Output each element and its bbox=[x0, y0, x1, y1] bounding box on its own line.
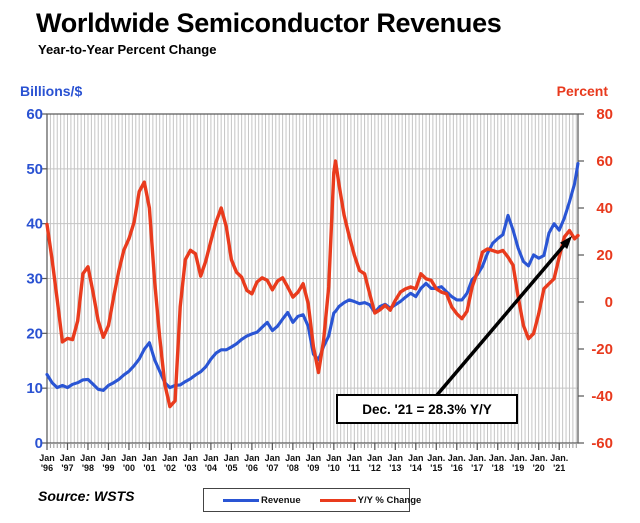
x-year-label: '00 bbox=[123, 463, 135, 473]
legend-item-revenue: Revenue bbox=[223, 495, 301, 506]
x-year-label: '02 bbox=[164, 463, 176, 473]
x-year-label: '96 bbox=[41, 463, 53, 473]
x-year-label: '15 bbox=[430, 463, 442, 473]
legend-label-yoy: Y/Y % Change bbox=[357, 494, 422, 506]
x-year-label: '10 bbox=[328, 463, 340, 473]
x-month-label: Jan bbox=[121, 453, 137, 463]
x-month-label: Jan bbox=[408, 453, 424, 463]
right-axis-tick-label: -40 bbox=[591, 388, 613, 405]
x-month-label: Jan. bbox=[530, 453, 548, 463]
revenue-line bbox=[45, 161, 580, 392]
legend-label-revenue: Revenue bbox=[261, 494, 301, 506]
right-axis-tick-label: 60 bbox=[596, 153, 613, 170]
x-year-label: '21 bbox=[553, 463, 565, 473]
x-month-label: Jan bbox=[347, 453, 363, 463]
x-month-label: Jan bbox=[142, 453, 158, 463]
right-axis-tick-label: 20 bbox=[596, 247, 613, 264]
x-month-label: Jan bbox=[101, 453, 117, 463]
x-year-label: '12 bbox=[369, 463, 381, 473]
annotation-arrowhead bbox=[559, 236, 572, 249]
x-year-label: '19 bbox=[512, 463, 524, 473]
x-year-label: '09 bbox=[307, 463, 319, 473]
right-axis-title: Percent bbox=[556, 83, 608, 99]
left-axis-tick-label: 10 bbox=[26, 380, 43, 397]
left-axis-tick-label: 0 bbox=[35, 435, 43, 452]
left-axis-tick-label: 50 bbox=[26, 161, 43, 178]
annotation-text: Dec. '21 = 28.3% Y/Y bbox=[362, 402, 491, 417]
x-year-label: '20 bbox=[533, 463, 545, 473]
left-axis-tick-label: 40 bbox=[26, 216, 43, 233]
x-month-label: Jan bbox=[367, 453, 383, 463]
x-year-label: '06 bbox=[246, 463, 258, 473]
chart-title: Worldwide Semiconductor Revenues bbox=[36, 8, 502, 38]
x-year-label: '97 bbox=[61, 463, 73, 473]
x-year-label: '07 bbox=[266, 463, 278, 473]
x-month-label: Jan. bbox=[550, 453, 568, 463]
x-year-label: '99 bbox=[102, 463, 114, 473]
right-axis-tick-label: -20 bbox=[591, 341, 613, 358]
legend-item-yoy: Y/Y % Change bbox=[319, 494, 422, 506]
chart-legend: Revenue Y/Y % Change bbox=[203, 488, 421, 512]
x-month-label: Jan bbox=[39, 453, 55, 463]
x-month-label: Jan bbox=[162, 453, 178, 463]
x-month-label: Jan bbox=[244, 453, 260, 463]
left-axis-tick-label: 30 bbox=[26, 271, 43, 288]
x-year-label: '04 bbox=[205, 463, 217, 473]
right-axis-tick-label: 40 bbox=[596, 200, 613, 217]
x-year-label: '14 bbox=[410, 463, 422, 473]
x-month-label: Jan. bbox=[427, 453, 445, 463]
left-axis-tick-label: 60 bbox=[26, 106, 43, 123]
annotation-box bbox=[336, 394, 518, 424]
x-month-label: Jan bbox=[285, 453, 301, 463]
x-month-label: Jan bbox=[306, 453, 322, 463]
right-axis-tick-label: 80 bbox=[596, 106, 613, 123]
annotation-arrow bbox=[435, 242, 567, 397]
right-axis-tick-label: -60 bbox=[591, 435, 613, 452]
revenue-line-swatch bbox=[223, 498, 259, 502]
x-month-label: Jan. bbox=[468, 453, 486, 463]
x-year-label: '98 bbox=[82, 463, 94, 473]
x-month-label: Jan bbox=[326, 453, 342, 463]
x-month-label: Jan bbox=[224, 453, 240, 463]
x-month-label: Jan bbox=[265, 453, 281, 463]
left-axis-title: Billions/$ bbox=[20, 83, 83, 99]
x-year-label: '03 bbox=[184, 463, 196, 473]
x-year-label: '16 bbox=[451, 463, 463, 473]
x-year-label: '01 bbox=[143, 463, 155, 473]
right-axis-tick-label: 0 bbox=[605, 294, 613, 311]
chart-subtitle: Year-to-Year Percent Change bbox=[38, 42, 217, 57]
x-month-label: Jan. bbox=[448, 453, 466, 463]
x-month-label: Jan bbox=[80, 453, 96, 463]
x-month-label: Jan bbox=[60, 453, 76, 463]
left-axis-tick-label: 20 bbox=[26, 325, 43, 342]
x-month-label: Jan bbox=[203, 453, 219, 463]
x-year-label: '17 bbox=[471, 463, 483, 473]
x-month-label: Jan bbox=[183, 453, 199, 463]
yoy-line bbox=[45, 159, 580, 409]
x-month-label: Jan. bbox=[489, 453, 507, 463]
x-year-label: '08 bbox=[287, 463, 299, 473]
yoy-line-swatch bbox=[319, 498, 356, 502]
x-year-label: '11 bbox=[349, 463, 361, 473]
x-month-label: Jan. bbox=[509, 453, 527, 463]
x-year-label: '13 bbox=[389, 463, 401, 473]
source-note: Source: WSTS bbox=[38, 488, 135, 504]
x-year-label: '05 bbox=[225, 463, 237, 473]
x-month-label: Jan bbox=[388, 453, 404, 463]
x-year-label: '18 bbox=[492, 463, 504, 473]
